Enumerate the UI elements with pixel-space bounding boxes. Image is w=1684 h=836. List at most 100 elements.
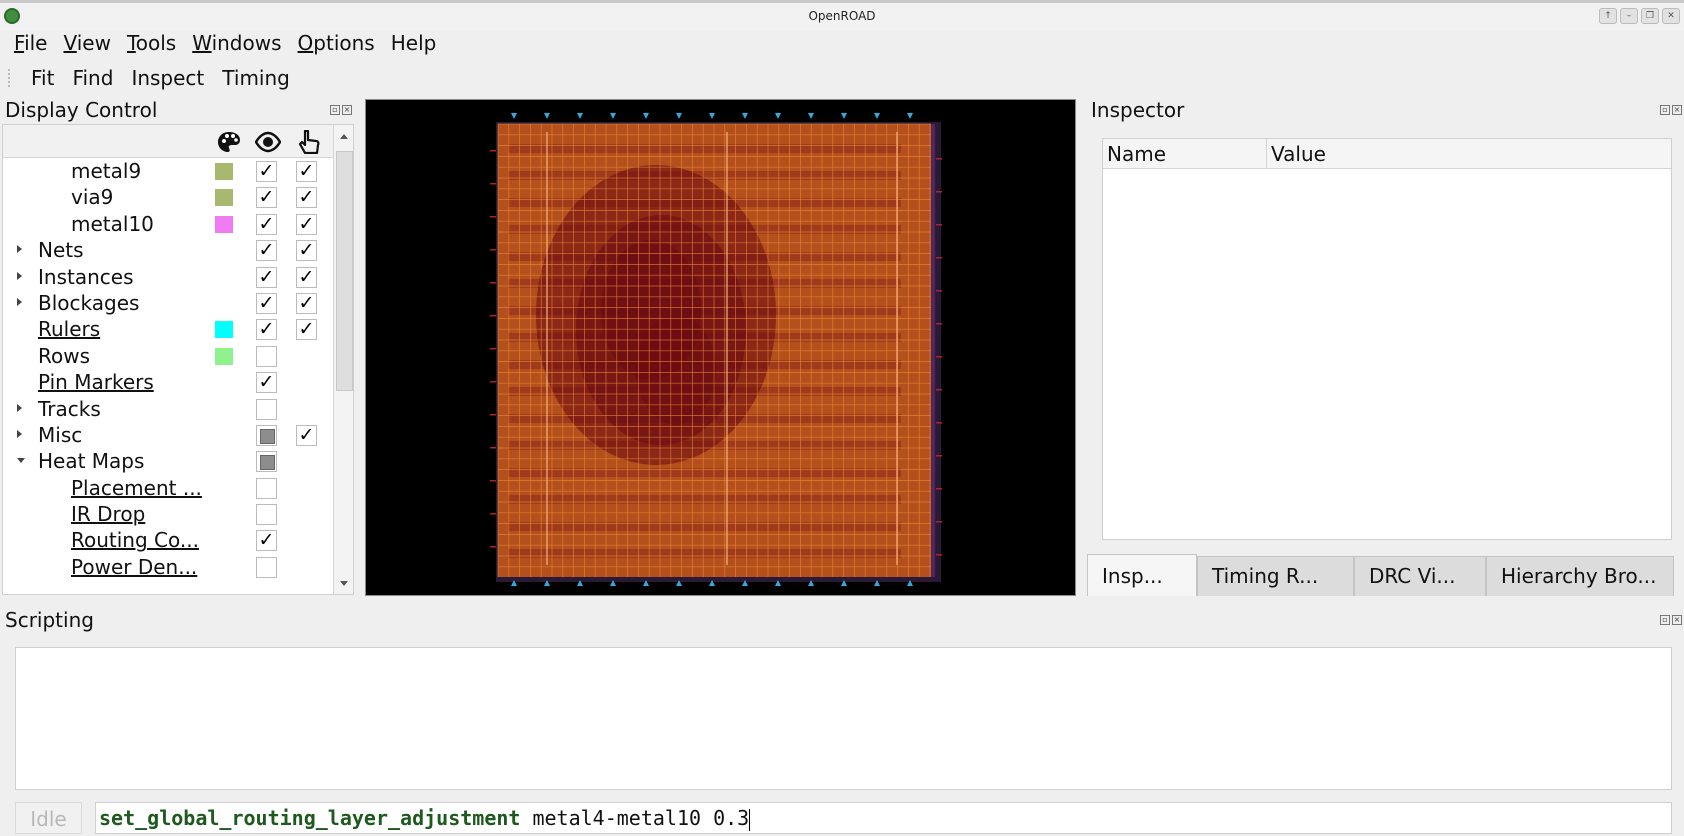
- color-swatch[interactable]: [215, 347, 233, 365]
- column-header-value[interactable]: Value: [1267, 139, 1671, 169]
- display-row-nets[interactable]: Nets ✓ ✓: [3, 237, 333, 263]
- toolbar-grip-icon[interactable]: [8, 69, 12, 87]
- display-control-scrollbar[interactable]: [333, 125, 353, 594]
- display-row-via9[interactable]: via9 ✓ ✓: [3, 184, 333, 210]
- timing-button[interactable]: Timing: [222, 66, 290, 90]
- visible-checkbox[interactable]: ✓: [256, 161, 277, 182]
- maximize-button[interactable]: ❐: [1641, 8, 1659, 24]
- color-swatch[interactable]: [215, 215, 233, 233]
- row-label[interactable]: Power Den...: [71, 554, 198, 579]
- close-icon[interactable]: ×: [342, 105, 352, 115]
- close-icon[interactable]: ×: [1672, 105, 1682, 115]
- display-row-heat-maps[interactable]: Heat Maps: [3, 448, 333, 474]
- display-row-tracks[interactable]: Tracks: [3, 396, 333, 422]
- visible-checkbox[interactable]: [256, 398, 277, 420]
- scroll-thumb[interactable]: [336, 151, 353, 391]
- fit-button[interactable]: Fit: [31, 66, 55, 90]
- find-button[interactable]: Find: [72, 66, 114, 90]
- expand-arrow-icon[interactable]: [17, 297, 22, 306]
- display-row-ir-drop[interactable]: IR Drop: [3, 501, 333, 527]
- display-row-pin-markers[interactable]: Pin Markers ✓: [3, 369, 333, 395]
- collapse-arrow-icon[interactable]: [17, 458, 25, 464]
- tab-inspector[interactable]: Insp...: [1087, 554, 1197, 596]
- expand-arrow-icon[interactable]: [17, 271, 22, 280]
- menu-options[interactable]: Options: [297, 31, 375, 55]
- visible-checkbox[interactable]: [256, 477, 277, 499]
- tab-timing-report[interactable]: Timing R...: [1197, 556, 1354, 596]
- row-label[interactable]: Pin Markers: [38, 370, 154, 395]
- row-label[interactable]: IR Drop: [71, 502, 146, 527]
- selectable-checkbox[interactable]: ✓: [296, 319, 317, 341]
- selectable-checkbox[interactable]: ✓: [296, 240, 317, 262]
- tab-drc-viewer[interactable]: DRC Vi...: [1354, 556, 1486, 596]
- visible-checkbox[interactable]: ✓: [256, 266, 277, 288]
- column-header-name[interactable]: Name: [1103, 139, 1267, 169]
- pin-marker-left: [490, 381, 496, 383]
- close-button[interactable]: ✕: [1662, 8, 1680, 24]
- display-row-routing-co[interactable]: Routing Co... ✓: [3, 527, 333, 553]
- visible-checkbox[interactable]: ✓: [256, 372, 277, 394]
- expand-arrow-icon[interactable]: [17, 429, 22, 438]
- visible-checkbox[interactable]: ✓: [256, 187, 277, 209]
- scroll-down-icon[interactable]: [340, 581, 348, 586]
- menu-help[interactable]: Help: [390, 31, 437, 55]
- display-row-rows[interactable]: Rows: [3, 343, 333, 369]
- selectable-checkbox[interactable]: ✓: [296, 213, 317, 235]
- display-control-rows: metal9 ✓ ✓ via9 ✓ ✓ metal10 ✓ ✓ Nets ✓ ✓ Instances ✓ ✓…: [3, 158, 333, 580]
- row-label[interactable]: Rulers: [38, 317, 101, 342]
- visible-checkbox[interactable]: ✓: [256, 213, 277, 235]
- display-row-misc[interactable]: Misc ✓: [3, 422, 333, 448]
- color-swatch[interactable]: [215, 321, 233, 339]
- close-icon[interactable]: ×: [1672, 615, 1682, 625]
- display-row-rulers[interactable]: Rulers ✓ ✓: [3, 316, 333, 342]
- display-row-blockages[interactable]: Blockages ✓ ✓: [3, 290, 333, 316]
- color-swatch[interactable]: [215, 163, 233, 180]
- scroll-up-icon[interactable]: [340, 134, 348, 139]
- inspect-button[interactable]: Inspect: [131, 66, 205, 90]
- visible-checkbox[interactable]: [256, 556, 277, 578]
- menu-view[interactable]: View: [63, 31, 111, 55]
- layout-canvas[interactable]: [366, 100, 1077, 597]
- visible-checkbox[interactable]: [256, 345, 277, 367]
- color-swatch[interactable]: [215, 189, 233, 207]
- layout-viewer[interactable]: [365, 99, 1076, 596]
- expand-arrow-icon[interactable]: [17, 245, 22, 254]
- visible-checkbox[interactable]: [256, 504, 277, 526]
- pin-marker-right: [936, 191, 942, 193]
- visible-checkbox[interactable]: ✓: [256, 319, 277, 341]
- display-row-placement[interactable]: Placement ...: [3, 475, 333, 501]
- pin-marker-right: [936, 455, 942, 457]
- row-label[interactable]: Routing Co...: [71, 528, 199, 553]
- visible-checkbox[interactable]: ✓: [256, 240, 277, 262]
- selectable-checkbox[interactable]: ✓: [296, 292, 317, 314]
- display-row-metal9[interactable]: metal9 ✓ ✓: [3, 158, 333, 184]
- display-row-metal10[interactable]: metal10 ✓ ✓: [3, 211, 333, 237]
- menu-file[interactable]: File: [14, 31, 48, 55]
- script-output[interactable]: [15, 647, 1672, 790]
- power-stripe: [896, 132, 898, 565]
- float-icon[interactable]: ▫: [330, 105, 340, 115]
- expand-arrow-icon[interactable]: [17, 403, 22, 412]
- tab-hierarchy-browser[interactable]: Hierarchy Bro...: [1486, 556, 1674, 596]
- selectable-checkbox[interactable]: ✓: [296, 161, 317, 182]
- pin-marker-bottom: [544, 580, 550, 586]
- visible-checkbox[interactable]: [256, 424, 277, 446]
- row-label[interactable]: Placement ...: [71, 475, 202, 500]
- float-icon[interactable]: ▫: [1660, 615, 1670, 625]
- selectable-checkbox[interactable]: ✓: [296, 424, 317, 446]
- selectable-checkbox[interactable]: ✓: [296, 266, 317, 288]
- visible-checkbox[interactable]: ✓: [256, 530, 277, 552]
- visible-checkbox[interactable]: ✓: [256, 292, 277, 314]
- keep-above-button[interactable]: ↑: [1599, 8, 1617, 24]
- selectable-checkbox[interactable]: ✓: [296, 187, 317, 209]
- visible-checkbox[interactable]: [256, 451, 277, 473]
- menu-tools[interactable]: Tools: [126, 31, 177, 55]
- float-icon[interactable]: ▫: [1660, 105, 1670, 115]
- menu-windows[interactable]: Windows: [192, 31, 282, 55]
- minimize-button[interactable]: –: [1620, 8, 1638, 24]
- command-input[interactable]: set_global_routing_layer_adjustment meta…: [95, 802, 1672, 834]
- display-row-power-den[interactable]: Power Den...: [3, 554, 333, 580]
- openroad-logo-icon: [4, 8, 20, 24]
- display-row-instances[interactable]: Instances ✓ ✓: [3, 264, 333, 290]
- inspector-table[interactable]: Name Value: [1102, 138, 1672, 540]
